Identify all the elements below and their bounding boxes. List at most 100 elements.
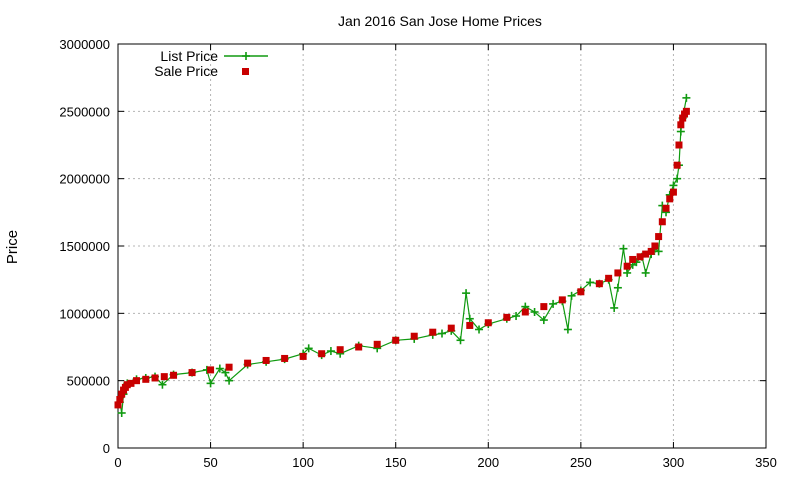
sale-price-point [244, 359, 252, 367]
list-price-point [225, 376, 234, 385]
sale-price-point [127, 379, 135, 387]
sale-price-point [299, 352, 307, 360]
list-price-point [539, 316, 548, 325]
y-tick-label: 0 [103, 441, 110, 456]
sale-price-point [123, 381, 131, 389]
sale-price-point [466, 321, 474, 329]
sale-price-point [281, 354, 289, 362]
sale-price-point [118, 390, 126, 398]
list-price-point [676, 127, 685, 136]
sale-price-point [170, 371, 178, 379]
y-tick-label: 1500000 [59, 239, 110, 254]
list-price-point [549, 299, 558, 308]
sale-price-point [484, 319, 492, 327]
x-tick-label: 200 [477, 455, 499, 470]
sale-price-point [225, 363, 233, 371]
list-price-point [456, 336, 465, 345]
sale-price-point [410, 332, 418, 340]
legend-label-sale-price: Sale Price [154, 63, 218, 79]
legend-label-list-price: List Price [160, 48, 218, 64]
list-price-point [221, 368, 230, 377]
sale-price-point [160, 373, 168, 381]
sale-price-point [666, 195, 674, 203]
sale-price-point [655, 233, 663, 241]
list-price-point [641, 268, 650, 277]
axes: 0 50 100 150 200 250 300 350 0 500000 1000000 15000… [59, 37, 776, 470]
list-price-point [158, 380, 167, 389]
list-price-point [512, 312, 521, 321]
sale-price-point [355, 343, 363, 351]
sale-price-point [673, 161, 681, 169]
sale-price-point [318, 350, 326, 358]
sale-price-point [675, 141, 683, 149]
sale-price-point [679, 114, 687, 122]
sale-price-point [207, 366, 215, 374]
plot-area [114, 93, 691, 417]
x-tick-label: 150 [385, 455, 407, 470]
list-price-point [438, 329, 446, 338]
x-tick-label: 0 [114, 455, 121, 470]
sale-price-point [651, 242, 659, 250]
sale-price-point [133, 377, 141, 385]
list-price-point [669, 181, 678, 190]
y-tick-label: 3000000 [59, 37, 110, 52]
sale-price-point [114, 401, 122, 409]
sale-price-point [605, 274, 613, 282]
list-price-line [119, 97, 687, 414]
list-price-point [475, 325, 484, 334]
sale-price-point [503, 313, 511, 321]
sale-price-point [595, 280, 603, 288]
list-price-point [682, 93, 691, 102]
sale-price-point [662, 204, 670, 212]
sale-price-point [262, 356, 270, 364]
sale-price-point [577, 288, 585, 296]
sale-price-point [116, 396, 124, 404]
sale-price-point [188, 369, 196, 377]
list-price-point [462, 289, 471, 298]
list-price-point [465, 314, 474, 323]
sale-price-point [336, 346, 344, 354]
list-price-point [673, 174, 682, 183]
x-tick-label: 350 [755, 455, 777, 470]
sale-price-point [669, 188, 677, 196]
list-price-point [563, 325, 572, 334]
list-price-point [586, 278, 595, 287]
legend-marker-list-price [242, 52, 250, 60]
list-price-point [610, 303, 619, 312]
sale-price-point [629, 255, 637, 263]
sale-price-point [682, 107, 690, 115]
chart-title: Jan 2016 San Jose Home Prices [338, 13, 542, 29]
x-tick-label: 50 [203, 455, 217, 470]
list-price-point [206, 379, 215, 388]
sale-price-point [636, 253, 644, 261]
list-price-point [613, 283, 622, 292]
x-tick-label: 250 [570, 455, 592, 470]
sale-price-point [429, 328, 437, 336]
sale-price-point [647, 247, 655, 255]
sale-price-point [373, 340, 381, 348]
x-tick-label: 100 [292, 455, 314, 470]
sale-price-point [642, 250, 650, 258]
sale-price-point [447, 324, 455, 332]
list-price-point [619, 244, 628, 253]
list-price-point [304, 344, 313, 353]
sale-price-point [540, 303, 548, 311]
y-axis-title: Price [4, 230, 21, 264]
list-price-point [215, 364, 224, 373]
sale-price-point [142, 375, 150, 383]
y-tick-label: 1000000 [59, 306, 110, 321]
sale-price-point [558, 296, 566, 304]
legend-marker-sale-price [242, 68, 249, 75]
sale-price-point [521, 308, 529, 316]
y-tick-label: 2500000 [59, 104, 110, 119]
grid [118, 44, 766, 448]
sale-price-point [677, 121, 685, 129]
sale-price-point [151, 374, 159, 382]
sale-price-point [392, 336, 400, 344]
sale-price-point [614, 269, 622, 277]
list-price-point [567, 291, 576, 300]
sale-price-point [623, 262, 631, 270]
y-tick-label: 500000 [67, 374, 110, 389]
